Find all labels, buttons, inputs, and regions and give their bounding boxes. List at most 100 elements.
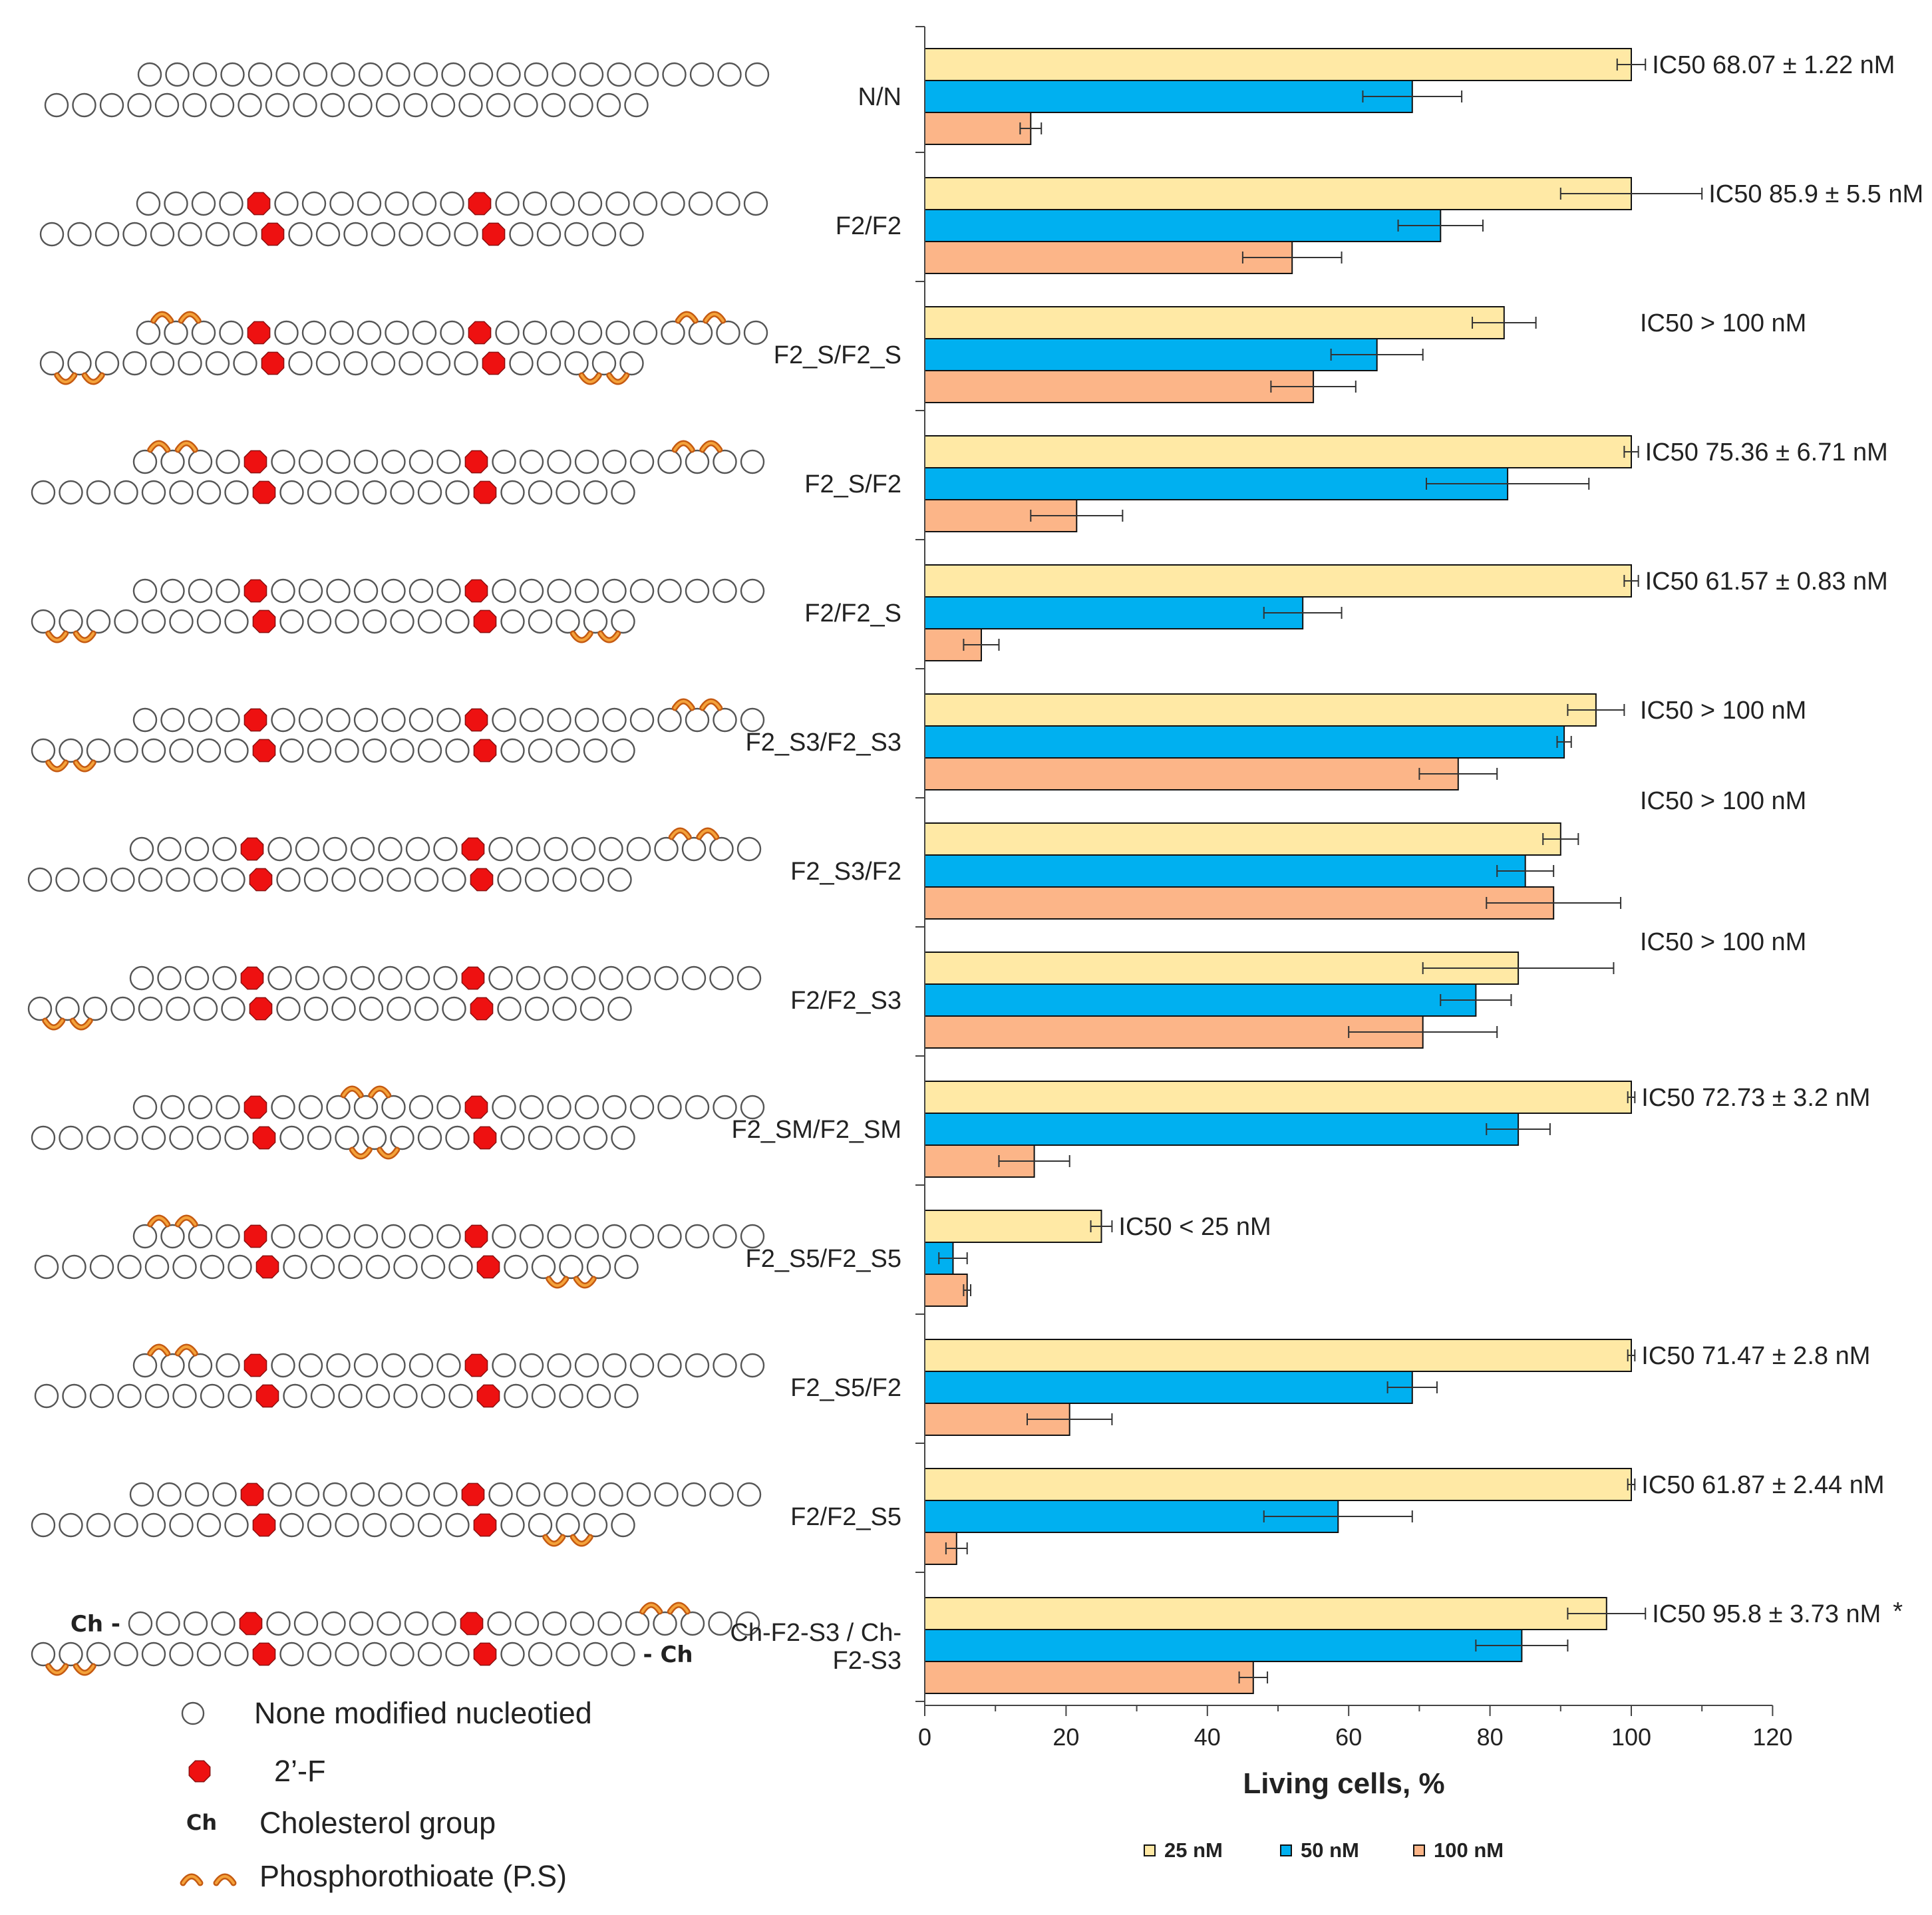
nucleotide-icon <box>605 191 630 216</box>
fluoro-nucleotide-icon <box>243 1353 267 1377</box>
nucleotide-icon <box>216 1224 240 1249</box>
legend-swatch <box>1280 1844 1292 1856</box>
nucleotide-icon <box>350 1482 375 1507</box>
duplex <box>31 1085 765 1160</box>
nucleotide-icon <box>544 965 568 991</box>
nucleotide-icon <box>430 92 456 118</box>
nucleotide-icon <box>607 996 632 1021</box>
category-labels: N/N F2/F2 F2_S/F2_S F2_S/F2 F2/F2_S F2_S3/F2_… <box>730 83 901 1675</box>
nucleotide-icon <box>405 1482 430 1507</box>
nucleotide-icon <box>315 222 341 247</box>
fluoro-nucleotide-icon <box>461 966 485 990</box>
legend-swatch <box>1144 1844 1156 1856</box>
phosphorothioate-icon <box>351 1148 371 1158</box>
nucleotide-icon <box>688 191 713 216</box>
nucleotide-icon <box>331 62 355 87</box>
nucleotide-icon <box>298 578 323 604</box>
phosphorothioate-icon <box>75 761 95 771</box>
category-label: Ch-F2-S3 / Ch- <box>730 1619 901 1647</box>
nucleotide-icon <box>516 965 541 991</box>
nucleotide-icon <box>378 836 402 862</box>
nucleotide-icon <box>524 62 549 87</box>
bar <box>924 306 1505 339</box>
nucleotide-icon <box>629 449 655 474</box>
fluoro-nucleotide-icon <box>255 1384 279 1408</box>
nucleotide-icon <box>495 191 520 216</box>
fluoro-nucleotide-icon <box>252 1126 276 1150</box>
nucleotide-icon <box>440 320 464 345</box>
nucleotide-icon <box>454 351 478 376</box>
duplex <box>31 698 765 773</box>
nucleotide-icon <box>224 609 249 634</box>
phosphorothioate-icon <box>673 700 694 709</box>
nucleotide-icon <box>385 320 409 345</box>
nucleotide-icon <box>412 320 437 345</box>
nucleotide-icon <box>298 707 323 733</box>
nucleotide-icon <box>267 836 292 862</box>
fluoro-nucleotide-icon <box>461 1482 485 1506</box>
nucleotide-icon <box>445 738 470 763</box>
nucleotide-icon <box>288 351 313 376</box>
nucleotide-icon <box>441 62 466 87</box>
nucleotide-icon <box>343 222 368 247</box>
nucleotide-icon <box>386 62 410 87</box>
nucleotide-icon <box>414 867 439 892</box>
nucleotide-icon <box>86 1125 111 1150</box>
nucleotide-icon <box>114 738 138 763</box>
nucleotide-icon <box>127 92 152 118</box>
nucleotide-icon <box>602 1095 627 1120</box>
nucleotide-icon <box>740 578 765 604</box>
nucleotide-icon <box>307 609 332 634</box>
fluoro-nucleotide-icon <box>476 1384 500 1408</box>
phosphorothioate-icon <box>369 1087 390 1097</box>
bar <box>924 1371 1413 1404</box>
nucleotide-icon <box>362 480 387 505</box>
nucleotide-icon <box>27 867 53 892</box>
bar <box>924 467 1509 500</box>
nucleotide-icon <box>556 1125 580 1150</box>
nucleotide-icon <box>298 1095 323 1120</box>
nucleotide-icon <box>685 1224 710 1249</box>
bar <box>924 48 1632 81</box>
nucleotide-icon <box>528 738 553 763</box>
nucleotide-icon <box>522 191 548 216</box>
nucleotide-icon <box>654 836 679 862</box>
nucleotide-icon <box>233 222 257 247</box>
nucleotide-icon <box>188 707 213 733</box>
nucleotide-icon <box>387 867 411 892</box>
nucleotide-icon <box>141 1512 166 1538</box>
nucleotide-icon <box>184 836 210 862</box>
phosphorothioate-icon <box>75 632 95 641</box>
nucleotide-icon <box>500 480 525 505</box>
nucleotide-icon <box>743 191 768 216</box>
nucleotide-icon <box>59 1512 83 1538</box>
bar <box>924 757 1459 790</box>
bar <box>924 209 1442 242</box>
nucleotide-icon <box>740 1353 765 1378</box>
nucleotide-icon <box>122 222 147 247</box>
nucleotide-icon <box>547 1224 571 1249</box>
nucleotide-icon <box>89 1383 114 1409</box>
phosphorothioate-icon <box>215 1875 235 1884</box>
nucleotide-icon <box>94 222 120 247</box>
nucleotide-icon <box>191 191 216 216</box>
nucleotide-icon <box>117 1254 142 1280</box>
nucleotide-icon <box>571 965 596 991</box>
nucleotide-icon <box>303 996 329 1021</box>
bar <box>924 1597 1607 1630</box>
nucleotide-icon <box>492 578 516 604</box>
bar <box>924 80 1413 113</box>
nucleotide-icon <box>31 1512 56 1538</box>
duplex <box>34 1343 765 1409</box>
ic50-label: IC50 > 100 nM <box>1640 928 1806 956</box>
nucleotide-icon <box>169 1125 194 1150</box>
ic50-label: IC50 75.36 ± 6.71 nM <box>1645 438 1888 466</box>
nucleotide-icon <box>378 965 402 991</box>
nucleotide-icon <box>436 578 461 604</box>
nucleotide-icon <box>348 92 373 118</box>
nucleotide-icon <box>315 351 341 376</box>
fluoro-nucleotide-icon <box>464 708 488 732</box>
nucleotide-icon <box>183 1611 208 1636</box>
fluoro-nucleotide-icon <box>252 1642 276 1666</box>
nucleotide-icon <box>31 609 56 634</box>
